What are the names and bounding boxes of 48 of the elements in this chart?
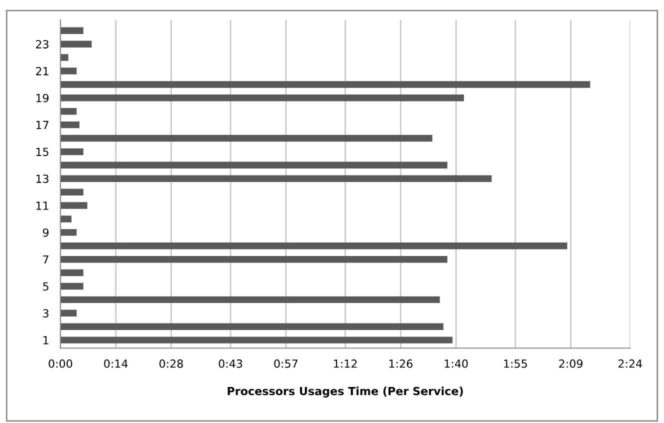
bar bbox=[60, 175, 492, 182]
x-tick-label: 0:43 bbox=[218, 359, 242, 368]
bar bbox=[60, 242, 568, 250]
x-tick-label: 2:24 bbox=[618, 359, 642, 368]
bar bbox=[60, 336, 452, 344]
x-tick-label: 0:14 bbox=[104, 359, 128, 368]
bar bbox=[60, 269, 84, 276]
bar bbox=[60, 282, 84, 290]
bar bbox=[60, 310, 77, 317]
bar bbox=[60, 94, 464, 102]
x-tick-label: 0:57 bbox=[274, 359, 298, 368]
y-tick-label: 17 bbox=[36, 120, 48, 130]
bar bbox=[60, 108, 77, 115]
x-tick-label: 1:40 bbox=[444, 359, 468, 368]
bar bbox=[60, 188, 84, 196]
x-tick-label: 1:26 bbox=[389, 359, 412, 368]
bar bbox=[60, 54, 68, 61]
y-tick-label: 13 bbox=[36, 174, 48, 184]
y-tick-label: 21 bbox=[36, 66, 48, 76]
y-tick-label: 3 bbox=[43, 309, 48, 318]
bar bbox=[60, 40, 92, 48]
bar bbox=[60, 68, 77, 74]
y-tick-label: 11 bbox=[36, 202, 48, 210]
x-tick-label: 1:55 bbox=[504, 360, 527, 368]
bar bbox=[60, 216, 72, 222]
x-tick-label: 0:28 bbox=[159, 359, 183, 368]
bar bbox=[60, 162, 448, 169]
bar bbox=[60, 323, 444, 330]
y-tick-label: 7 bbox=[43, 255, 48, 264]
y-tick-label: 23 bbox=[36, 40, 48, 48]
bar bbox=[60, 134, 432, 142]
y-tick-label: 19 bbox=[36, 94, 49, 102]
x-tick-label: 1:12 bbox=[334, 359, 357, 368]
bar bbox=[60, 81, 590, 88]
x-tick-label: 2:09 bbox=[559, 359, 582, 368]
bar bbox=[60, 256, 448, 263]
x-axis-title: Processors Usages Time (Per Service) bbox=[228, 386, 463, 398]
bar bbox=[60, 296, 440, 304]
y-tick-label: 1 bbox=[43, 336, 48, 344]
bar bbox=[60, 229, 77, 236]
bar bbox=[60, 148, 84, 156]
y-tick-label: 9 bbox=[42, 228, 49, 237]
bar bbox=[60, 202, 88, 209]
bar bbox=[60, 27, 84, 34]
x-tick-label: 0:00 bbox=[48, 359, 72, 368]
y-tick-label: 15 bbox=[36, 148, 48, 156]
y-tick-label: 5 bbox=[43, 282, 48, 291]
bar bbox=[60, 121, 80, 128]
